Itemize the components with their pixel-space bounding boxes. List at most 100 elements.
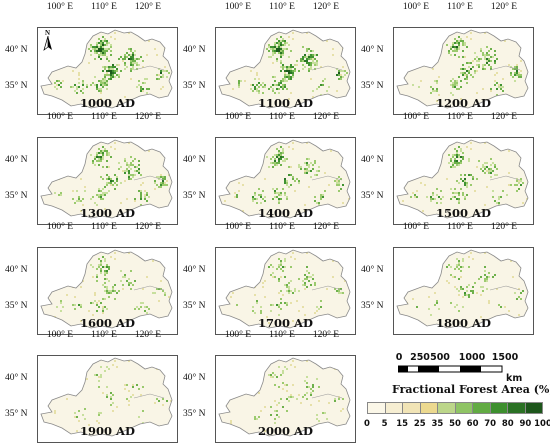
lon-tick-label: 100° E xyxy=(46,330,74,340)
forest-map xyxy=(396,29,529,109)
lat-tick-label: 35° N xyxy=(5,81,28,91)
forest-cells xyxy=(41,142,172,212)
legend-tick-label: 60 xyxy=(466,419,479,429)
lat-tick-label: 35° N xyxy=(361,191,384,201)
lon-tick-label: 110° E xyxy=(91,222,117,232)
lat-tick-label: 40° N xyxy=(361,155,384,165)
lon-tick-label: 110° E xyxy=(447,222,473,232)
legend-tick-label: 50 xyxy=(449,419,461,429)
lon-tick-label: 100° E xyxy=(402,222,430,232)
lon-tick-label: 100° E xyxy=(402,2,430,12)
legend-swatch xyxy=(525,403,542,413)
panel-year-label: 1700 AD xyxy=(258,316,313,330)
legend-tick-label: 80 xyxy=(501,419,514,429)
lon-tick-label: 110° E xyxy=(91,2,117,12)
legend-swatch xyxy=(403,403,421,413)
map-frame: 1200 AD xyxy=(393,27,534,115)
north-label: N xyxy=(45,29,51,37)
panel-year-label: 2000 AD xyxy=(258,424,313,438)
lat-tick-label: 40° N xyxy=(183,45,206,55)
forest-map xyxy=(218,249,351,329)
region-outline xyxy=(218,139,351,219)
legend-swatch xyxy=(473,403,491,413)
lon-tick-label: 110° E xyxy=(269,112,295,122)
panel-year-label: 1900 AD xyxy=(80,424,135,438)
lat-tick-label: 35° N xyxy=(183,301,206,311)
map-panel: 100° E 110° E 120° E 40° N 35° N 1900 AD xyxy=(5,330,180,446)
legend-swatch xyxy=(490,403,508,413)
region-fill xyxy=(219,250,350,328)
forest-map xyxy=(396,139,529,219)
lat-tick-label: 35° N xyxy=(5,301,28,311)
scale-label-1000: 1000 xyxy=(458,352,486,363)
forest-map xyxy=(218,29,351,109)
region-outline xyxy=(396,139,529,219)
lon-tick-label: 120° E xyxy=(312,112,340,122)
legend-swatch xyxy=(420,403,438,413)
lon-tick-label: 120° E xyxy=(134,330,162,340)
map-frame: 1900 AD xyxy=(37,355,178,443)
legend-swatch xyxy=(455,403,473,413)
lat-tick-label: 35° N xyxy=(361,81,384,91)
region-outline xyxy=(218,29,351,109)
forest-map xyxy=(218,357,351,437)
region-outline xyxy=(396,249,529,329)
panel-year-label: 1400 AD xyxy=(258,206,313,220)
legend-title: Fractional Forest Area (%) xyxy=(392,383,550,396)
region-outline xyxy=(40,139,173,219)
lat-tick-label: 35° N xyxy=(183,409,206,419)
lat-tick-label: 35° N xyxy=(183,191,206,201)
lon-tick-label: 120° E xyxy=(312,222,340,232)
region-outline xyxy=(40,249,173,329)
lon-tick-label: 110° E xyxy=(447,2,473,12)
lat-tick-label: 40° N xyxy=(183,265,206,275)
legend-swatch xyxy=(368,403,386,413)
sub-boundary xyxy=(133,285,165,291)
legend-tick-label: 35 xyxy=(431,419,444,429)
legend-tick-label: 5 xyxy=(381,419,388,429)
lon-tick-label: 110° E xyxy=(91,330,117,340)
map-panel: 100° E 110° E 120° E 40° N 35° N 1200 AD xyxy=(361,2,536,118)
sub-boundary xyxy=(311,393,343,399)
lat-tick-label: 40° N xyxy=(183,155,206,165)
lon-tick-label: 100° E xyxy=(224,330,252,340)
legend-swatch xyxy=(385,403,403,413)
lon-tick-label: 100° E xyxy=(224,2,252,12)
legend-ticks: 0 5 15 25 35 50 60 70 80 90 100 xyxy=(364,419,550,431)
lat-tick-label: 40° N xyxy=(361,45,384,55)
region-fill xyxy=(219,358,350,436)
forest-cells xyxy=(219,142,350,212)
north-arrow-icon: N xyxy=(42,29,56,52)
sub-boundary xyxy=(133,393,165,399)
lon-tick-label: 110° E xyxy=(269,222,295,232)
lon-tick-label: 100° E xyxy=(402,112,430,122)
lon-tick-label: 120° E xyxy=(490,222,518,232)
lon-tick-label: 110° E xyxy=(91,112,117,122)
legend-color-bar xyxy=(367,402,543,414)
legend-tick-label: 0 xyxy=(364,419,370,429)
lon-tick-label: 110° E xyxy=(447,112,473,122)
scale-label-500: 500 xyxy=(430,352,450,363)
map-frame: 1800 AD xyxy=(393,247,534,335)
legend-tick-label: 70 xyxy=(484,419,497,429)
map-panel: 100° E 110° E 120° E 40° N 35° N 1400 AD xyxy=(183,112,358,228)
sub-boundary xyxy=(489,175,521,181)
forest-map xyxy=(396,249,529,329)
lat-tick-label: 40° N xyxy=(183,373,206,383)
panel-year-label: 1600 AD xyxy=(80,316,135,330)
lat-tick-label: 40° N xyxy=(5,45,28,55)
map-panel: 100° E 110° E 120° E 40° N 35° N 1300 AD xyxy=(5,112,180,228)
lon-tick-label: 120° E xyxy=(490,112,518,122)
sub-boundary xyxy=(489,285,521,291)
sub-boundary xyxy=(133,175,165,181)
lon-tick-label: 120° E xyxy=(134,2,162,12)
map-frame: 1700 AD xyxy=(215,247,356,335)
map-panel: 100° E 110° E 120° E 40° N 35° N N 1000 AD xyxy=(5,2,180,118)
legend-tick-label: 90 xyxy=(519,419,532,429)
sub-boundary xyxy=(311,65,343,71)
lon-tick-label: 120° E xyxy=(312,330,340,340)
sub-boundary xyxy=(311,175,343,181)
lat-tick-label: 40° N xyxy=(5,265,28,275)
lon-tick-label: 120° E xyxy=(134,222,162,232)
region-outline xyxy=(218,249,351,329)
